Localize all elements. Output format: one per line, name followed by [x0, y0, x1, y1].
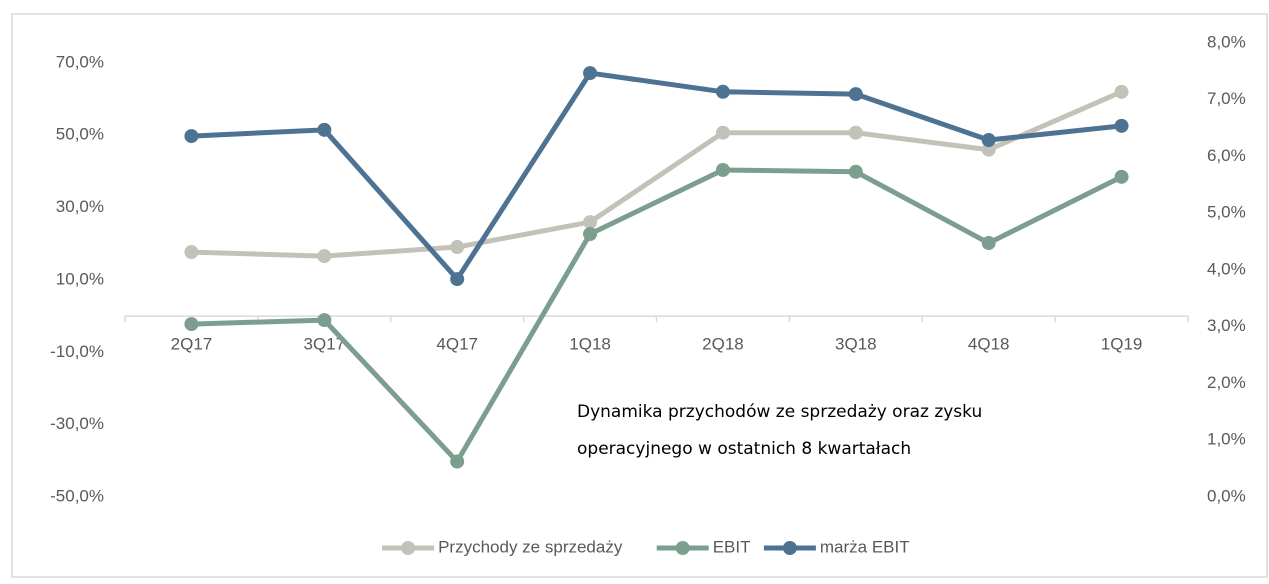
- y-tick-label: 70,0%: [56, 52, 104, 71]
- line: [191, 70, 1122, 282]
- y2-tick-label: 5,0%: [1207, 203, 1246, 222]
- point: [715, 84, 730, 99]
- point: [317, 122, 332, 137]
- y2-tick-label: 0,0%: [1207, 486, 1246, 505]
- point: [583, 215, 598, 230]
- y2-tick-label: 7,0%: [1207, 89, 1246, 108]
- point: [184, 317, 199, 332]
- x-tick-label: 1Q19: [1101, 335, 1143, 354]
- x-tick-label: 3Q17: [304, 335, 346, 354]
- y2-tick-label: 6,0%: [1207, 146, 1246, 165]
- y-tick-label: 10,0%: [56, 269, 104, 288]
- x-tick-label: 3Q18: [835, 335, 877, 354]
- x-tick-label: 1Q18: [569, 335, 611, 354]
- y2-tick-label: 3,0%: [1207, 316, 1246, 335]
- point: [184, 129, 199, 144]
- point: [1114, 118, 1129, 133]
- y-tick-label: -10,0%: [50, 342, 104, 361]
- chart-border: [11, 13, 1268, 578]
- point: [715, 125, 730, 140]
- x-tick-label: 2Q18: [702, 335, 744, 354]
- point: [981, 236, 996, 251]
- point: [450, 272, 465, 287]
- line: [191, 167, 1123, 465]
- point: [317, 313, 332, 328]
- y2-tick-label: 2,0%: [1207, 373, 1246, 392]
- point: [715, 162, 730, 177]
- legend-label: Przychody ze sprzedaży: [438, 537, 623, 556]
- y-tick-label: 30,0%: [56, 197, 104, 216]
- y2-tick-label: 8,0%: [1207, 32, 1246, 51]
- point: [184, 245, 199, 260]
- legend-label: EBIT: [713, 537, 751, 556]
- y-tick-label: -50,0%: [50, 486, 104, 505]
- y-tick-label: -30,0%: [50, 414, 104, 433]
- x-tick-label: 2Q17: [171, 335, 213, 354]
- point: [450, 454, 465, 469]
- point: [848, 125, 863, 140]
- point: [317, 249, 332, 264]
- x-tick-label: 4Q17: [436, 335, 478, 354]
- x-tick-label: 4Q18: [968, 335, 1010, 354]
- legend-marker: [675, 541, 690, 555]
- y2-tick-label: 4,0%: [1207, 259, 1246, 278]
- annotation: operacyjnego w ostatnich 8 kwartałach: [577, 439, 911, 459]
- legend-marker: [782, 541, 797, 555]
- point: [981, 142, 996, 157]
- point: [583, 66, 598, 81]
- point: [848, 164, 863, 179]
- y2-tick-label: 1,0%: [1207, 430, 1246, 449]
- legend-label: marża EBIT: [820, 537, 910, 556]
- line: [191, 89, 1123, 259]
- legend-marker: [401, 541, 416, 555]
- point: [450, 240, 465, 255]
- annotation: Dynamika przychodów ze sprzedaży oraz zy…: [577, 402, 982, 422]
- point: [981, 133, 996, 148]
- y-tick-label: 50,0%: [56, 125, 104, 144]
- point: [583, 227, 598, 242]
- point: [848, 87, 863, 102]
- point: [1114, 84, 1129, 99]
- point: [1114, 169, 1129, 184]
